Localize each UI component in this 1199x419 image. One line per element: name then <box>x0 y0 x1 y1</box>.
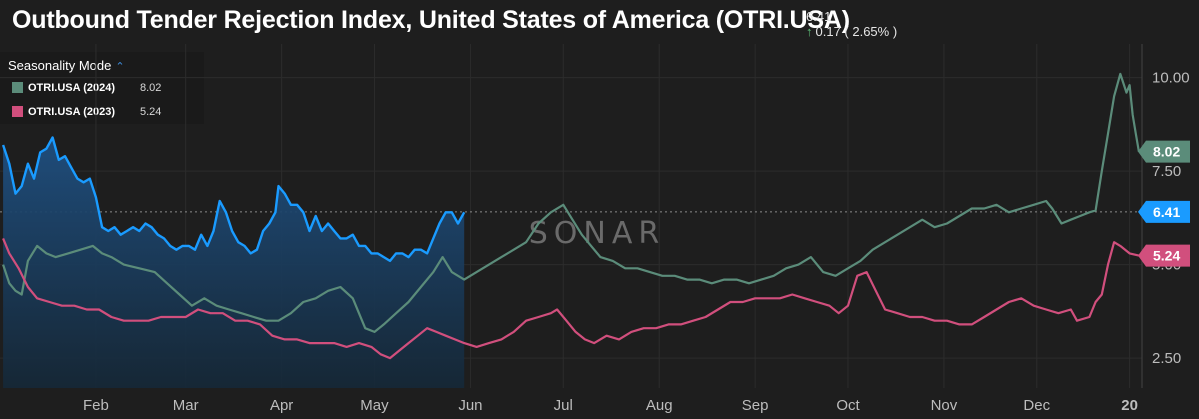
value-tag-label: 8.02 <box>1153 144 1180 160</box>
current-year-area <box>3 137 465 388</box>
seasonality-mode-toggle[interactable]: Seasonality Mode ⌃ <box>8 58 125 73</box>
series-line-2024 <box>2 72 1140 333</box>
current-year-line <box>1 136 466 263</box>
sonar-watermark: SONAR <box>529 216 665 251</box>
legend-item-2024[interactable]: OTRI.USA (2024) 8.02 <box>12 82 161 94</box>
value-tag-bg <box>1138 200 1190 223</box>
x-tick-label: Sep <box>742 397 769 414</box>
value-tag: 6.41 <box>1138 200 1190 223</box>
legend-swatch <box>12 106 23 117</box>
legend-label: OTRI.USA (2023) <box>28 106 116 118</box>
y-tick-label: 7.50 <box>1152 163 1181 180</box>
legend-swatch <box>12 82 23 93</box>
x-tick-label: Jul <box>554 397 573 414</box>
x-tick-label: Aug <box>646 397 673 414</box>
last-value: 6.41 <box>806 9 832 24</box>
x-tick-label: Feb <box>83 397 109 414</box>
x-tick-label: Oct <box>836 397 860 414</box>
legend-value: 8.02 <box>140 82 162 94</box>
value-tag: 5.24 <box>1138 244 1190 267</box>
x-tick-label: Apr <box>270 397 293 414</box>
seasonality-mode-label: Seasonality Mode <box>8 58 112 73</box>
up-arrow-icon: ↑ <box>806 24 813 39</box>
x-tick-label: 20 <box>1121 397 1138 414</box>
legend-value: 5.24 <box>140 106 162 118</box>
series-line-2023 <box>2 237 1140 360</box>
y-tick-label: 2.50 <box>1152 350 1181 367</box>
x-tick-label: Dec <box>1023 397 1050 414</box>
x-tick-label: Jun <box>458 397 482 414</box>
y-tick-label: 10.00 <box>1152 70 1190 87</box>
value-tag-bg <box>1138 244 1190 267</box>
quote-box: 6.41 ↑ 0.17 ( 2.65% ) <box>806 9 897 39</box>
x-tick-label: Nov <box>931 397 958 414</box>
legend-label: OTRI.USA (2024) <box>28 82 116 94</box>
change-value: 0.17 ( 2.65% ) <box>815 24 898 39</box>
value-tag-label: 5.24 <box>1153 248 1180 264</box>
value-tag: 8.02 <box>1138 140 1190 163</box>
value-tag-label: 6.41 <box>1153 204 1180 220</box>
legend-panel: Seasonality Mode ⌃ OTRI.USA (2024) 8.02 OT… <box>0 52 204 124</box>
value-tag-bg <box>1138 140 1190 163</box>
x-tick-label: May <box>360 397 389 414</box>
chevron-up-icon: ⌃ <box>115 61 125 73</box>
x-tick-label: Mar <box>173 397 199 414</box>
legend-item-2023[interactable]: OTRI.USA (2023) 5.24 <box>12 106 161 118</box>
chart-title: Outbound Tender Rejection Index, United … <box>12 6 850 34</box>
